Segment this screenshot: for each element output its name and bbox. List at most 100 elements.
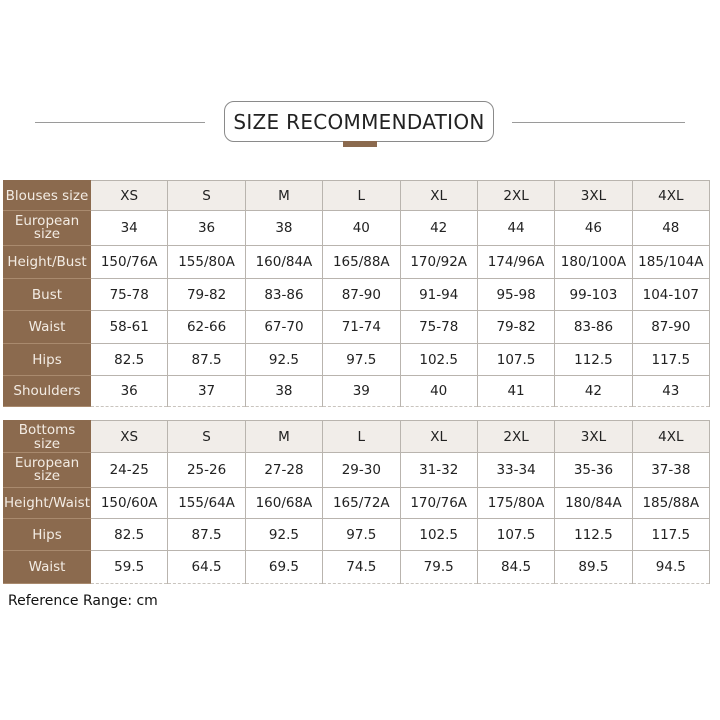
table-row: European size 34 36 38 40 42 44 46 48 [3,210,711,246]
bottoms-size-table: Bottoms size XS S M L XL 2XL 3XL 4XL European siz… [3,420,711,584]
table-row: Bottoms size XS S M L XL 2XL 3XL 4XL [3,420,711,453]
table-cell: 40 [322,210,401,246]
table-cell: 175/80A [476,487,556,519]
row-label: Hips [3,343,91,376]
table-cell: XS [89,420,169,453]
table-cell: 75-78 [399,310,478,344]
table-cell: 3XL [554,180,633,211]
table-cell: 117.5 [631,518,711,551]
table-cell: 2XL [476,420,556,453]
table-cell: L [322,420,401,453]
table-cell: 95-98 [476,278,556,311]
table-cell: 38 [244,210,324,246]
table-cell: 44 [476,210,556,246]
table-cell: 2XL [476,180,556,211]
row-label: Waist [3,550,91,584]
table-cell: 117.5 [631,343,711,376]
table-cell: 180/84A [554,487,633,519]
table-cell: 180/100A [554,245,633,279]
table-cell: 84.5 [476,550,556,584]
table-cell: 42 [554,375,633,407]
table-row: Blouses size XS S M L XL 2XL 3XL 4XL [3,180,711,211]
table-row: Hips 82.5 87.5 92.5 97.5 102.5 107.5 112.5 117.5 [3,343,711,376]
table-cell: 174/96A [476,245,556,279]
table-cell: 74.5 [322,550,401,584]
table-cell: 31-32 [399,452,478,488]
table-cell: 107.5 [476,518,556,551]
title-divider-left [35,122,205,123]
table-row: Height/Waist 150/60A 155/64A 160/68A 165/72A… [3,487,711,519]
row-label: Height/Bust [3,245,91,279]
table-cell: 37 [167,375,246,407]
table-cell: 3XL [554,420,633,453]
table-cell: 71-74 [322,310,401,344]
table-cell: 4XL [631,180,711,211]
table-cell: 62-66 [167,310,246,344]
table-cell: 69.5 [244,550,324,584]
table-cell: 92.5 [244,518,324,551]
table-cell: 40 [399,375,478,407]
table-cell: 170/76A [399,487,478,519]
table-cell: S [167,180,246,211]
table-cell: 112.5 [554,518,633,551]
table-cell: 64.5 [167,550,246,584]
row-label: Hips [3,518,91,551]
table-cell: 87.5 [167,343,246,376]
table-cell: 155/64A [167,487,246,519]
table-cell: 102.5 [399,518,478,551]
row-label: Bust [3,278,91,311]
table-cell: 67-70 [244,310,324,344]
page-title: SIZE RECOMMENDATION [224,101,494,142]
table-row: Shoulders 36 37 38 39 40 41 42 43 [3,375,711,407]
title-accent-bar [343,141,377,147]
table-cell: 94.5 [631,550,711,584]
table-cell: 97.5 [322,343,401,376]
table-cell: M [244,420,324,453]
table-cell: 170/92A [399,245,478,279]
table-cell: 91-94 [399,278,478,311]
table-cell: XS [89,180,169,211]
table-cell: 75-78 [89,278,169,311]
table-cell: 155/80A [167,245,246,279]
table-cell: 160/68A [244,487,324,519]
row-label: European size [3,452,91,488]
table-cell: 48 [631,210,711,246]
table-cell: 25-26 [167,452,246,488]
table-cell: S [167,420,246,453]
table-cell: 79-82 [167,278,246,311]
table-cell: 29-30 [322,452,401,488]
table-cell: 38 [244,375,324,407]
table-cell: 165/72A [322,487,401,519]
table-cell: 165/88A [322,245,401,279]
table-cell: 112.5 [554,343,633,376]
row-label: European size [3,210,91,246]
table-row: European size 24-25 25-26 27-28 29-30 31-32 33… [3,452,711,488]
table-cell: 4XL [631,420,711,453]
title-divider-right [512,122,685,123]
table-cell: 46 [554,210,633,246]
table-cell: 82.5 [89,343,169,376]
table-cell: 160/84A [244,245,324,279]
table-cell: 104-107 [631,278,711,311]
table-cell: 27-28 [244,452,324,488]
table-cell: 87-90 [631,310,711,344]
table-cell: 39 [322,375,401,407]
table-cell: 150/76A [89,245,169,279]
table-cell: M [244,180,324,211]
table-cell: 185/104A [631,245,711,279]
table-cell: 33-34 [476,452,556,488]
table-row: Hips 82.5 87.5 92.5 97.5 102.5 107.5 112.5 117.5 [3,518,711,551]
table-row: Bust 75-78 79-82 83-86 87-90 91-94 95-98 99-103… [3,278,711,311]
table-cell: 42 [399,210,478,246]
table-cell: 92.5 [244,343,324,376]
table-cell: XL [399,420,478,453]
table-cell: XL [399,180,478,211]
table-row: Height/Bust 150/76A 155/80A 160/84A 165/88A 1… [3,245,711,279]
table-cell: 87.5 [167,518,246,551]
table-cell: 36 [167,210,246,246]
table-cell: 107.5 [476,343,556,376]
row-label: Bottoms size [3,420,91,453]
table-cell: 102.5 [399,343,478,376]
table-cell: 36 [89,375,169,407]
table-cell: 89.5 [554,550,633,584]
